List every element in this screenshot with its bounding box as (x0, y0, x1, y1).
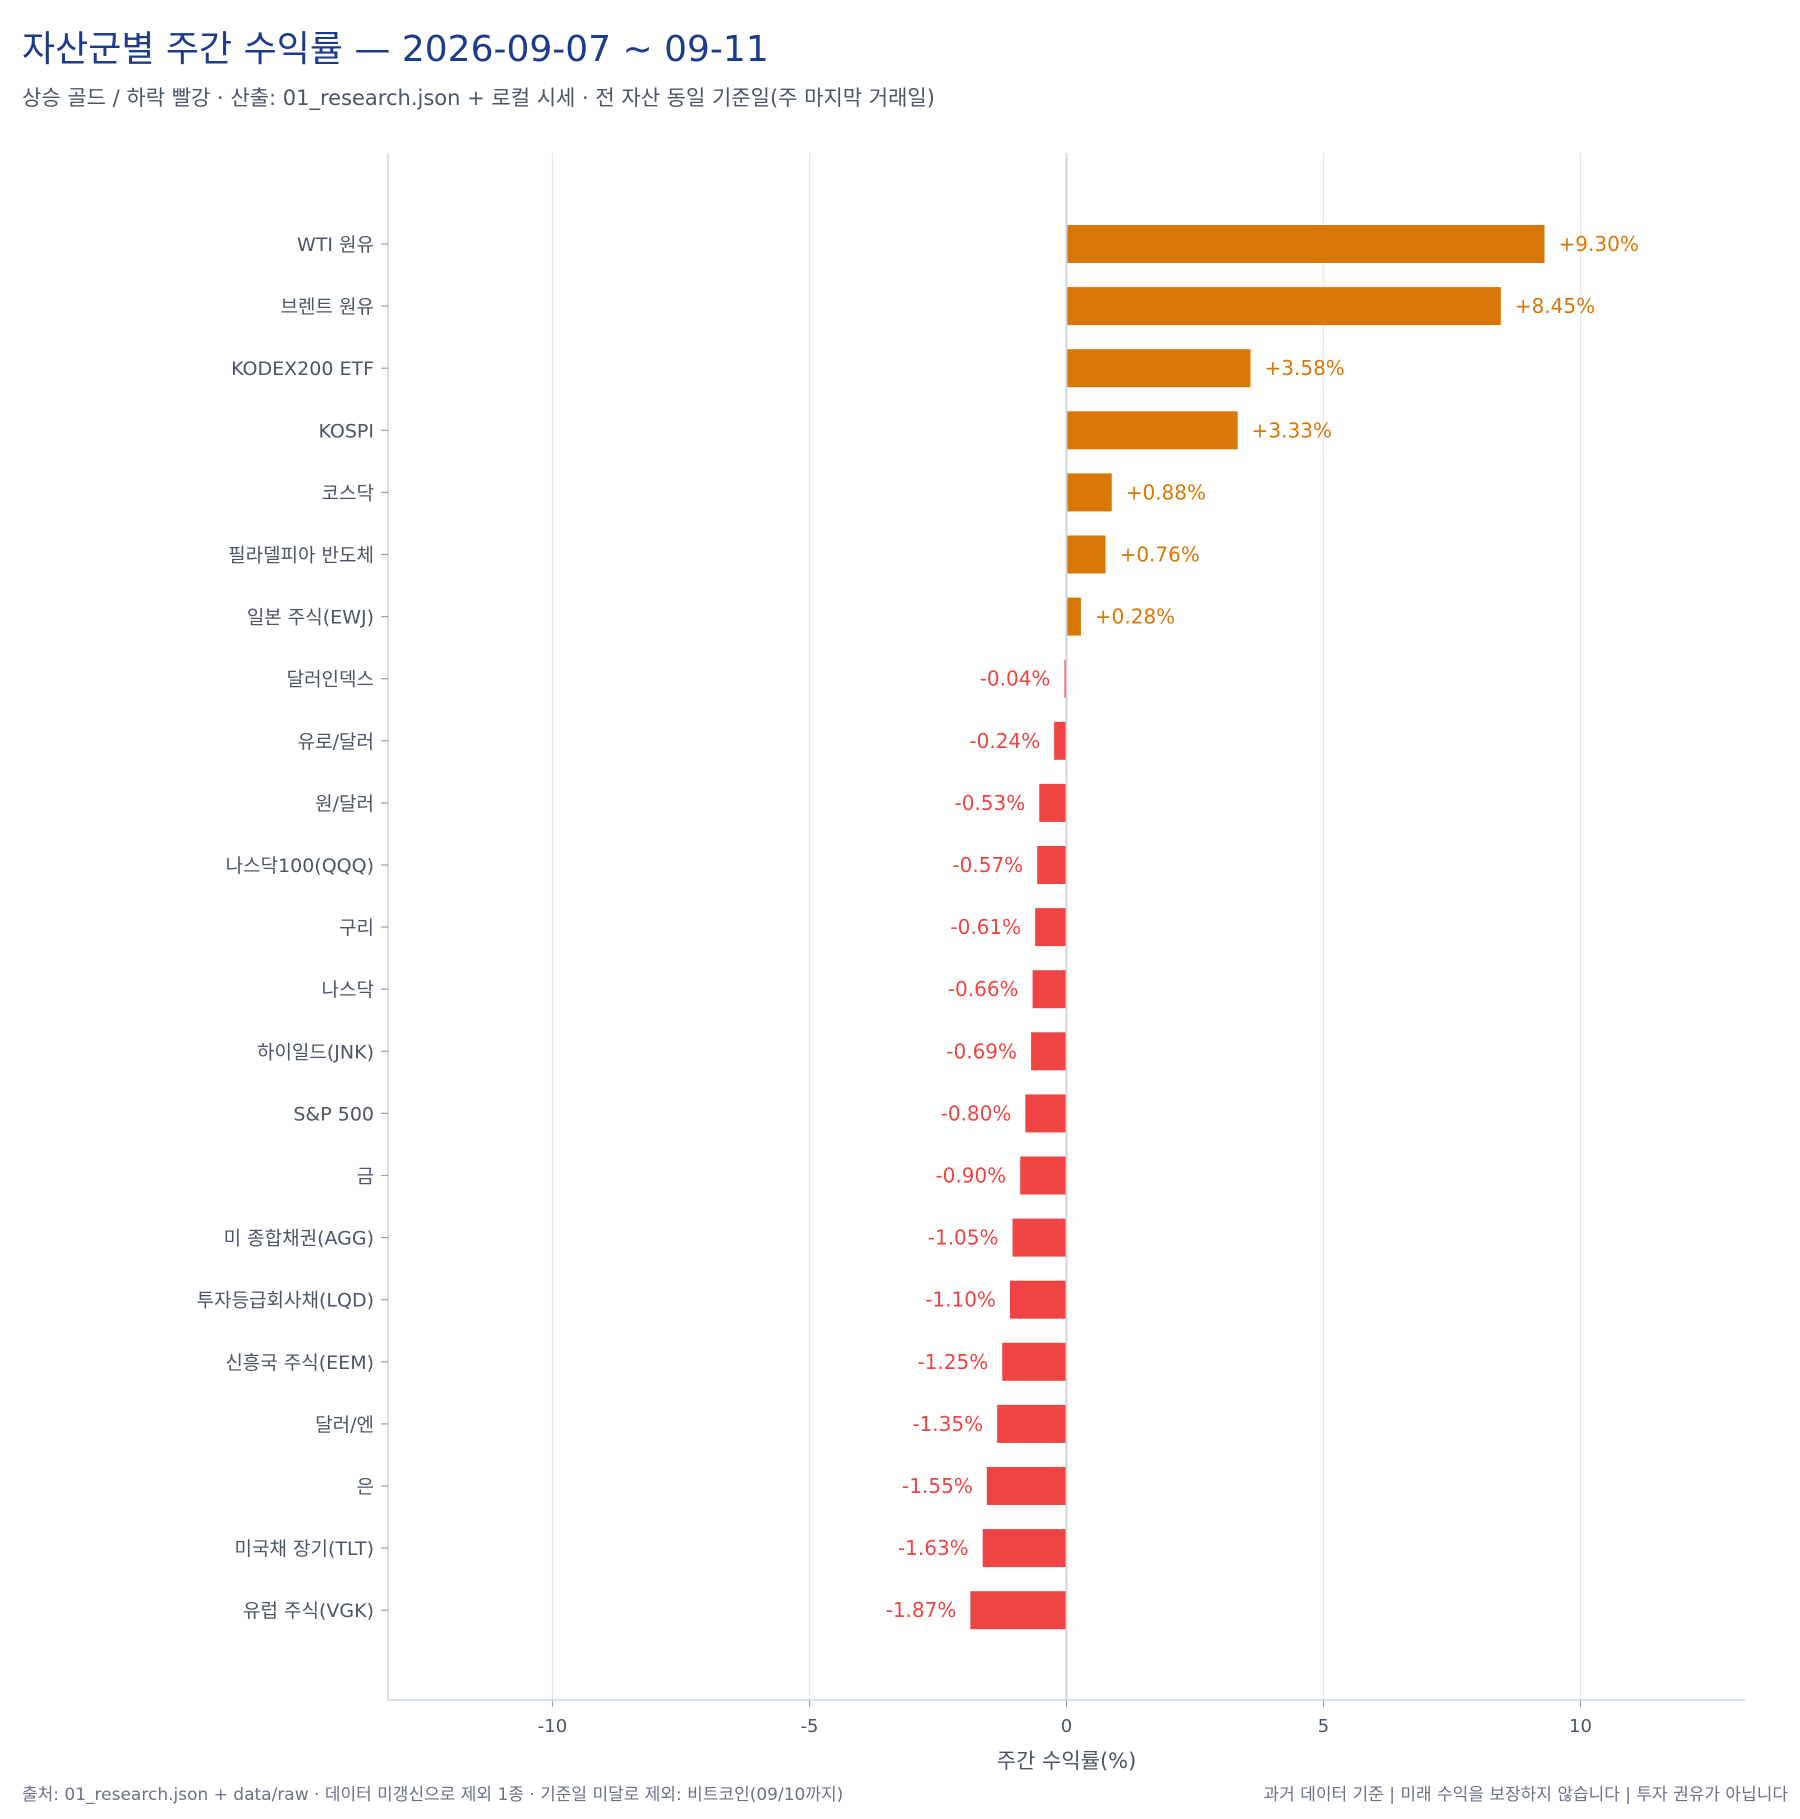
value-label: -1.25% (917, 1350, 988, 1374)
category-label: WTI 원유 (297, 234, 374, 256)
footer-source: 출처: 01_research.json + data/raw · 데이터 미갱… (22, 1785, 844, 1805)
category-label: 코스닥 (322, 482, 374, 504)
value-label: -0.66% (948, 977, 1019, 1001)
category-label: 달러인덱스 (287, 669, 374, 691)
x-tick-label: -5 (801, 1716, 819, 1737)
bar (982, 1529, 1067, 1568)
bar (1066, 349, 1251, 388)
bar (1032, 970, 1067, 1009)
chart-title: 자산군별 주간 수익률 — 2026-09-07 ~ 09-11 (22, 29, 769, 70)
category-label: 원/달러 (315, 793, 374, 815)
category-label: 나스닥100(QQQ) (226, 855, 374, 877)
category-label: 나스닥 (322, 979, 374, 1001)
value-label: +9.30% (1559, 232, 1639, 256)
category-label: 유로/달러 (298, 731, 374, 753)
bar (1054, 721, 1067, 760)
category-label: 신흥국 주식(EEM) (225, 1352, 374, 1374)
value-label: +3.58% (1265, 356, 1345, 380)
bar (1025, 1094, 1067, 1133)
bar (986, 1467, 1067, 1505)
category-label: 미 종합채권(AGG) (224, 1228, 374, 1250)
value-label: -1.05% (928, 1226, 999, 1250)
grid-lines (551, 153, 1582, 1700)
x-tick-label: 0 (1061, 1716, 1072, 1737)
value-label: -0.69% (946, 1039, 1017, 1063)
bar (1039, 783, 1067, 822)
bar (1066, 287, 1501, 326)
bar (1066, 597, 1081, 636)
value-label: -1.35% (912, 1412, 983, 1436)
bar (1064, 659, 1067, 698)
value-label: -1.87% (886, 1598, 957, 1622)
category-label: KOSPI (319, 420, 375, 442)
value-label: -0.24% (969, 729, 1040, 753)
bar (1066, 225, 1545, 263)
category-label: 하이일드(JNK) (257, 1041, 374, 1063)
bar (1031, 1032, 1067, 1071)
value-label: -1.10% (925, 1288, 996, 1312)
bar (1035, 908, 1067, 947)
bar (1002, 1342, 1067, 1381)
bar (1066, 473, 1112, 512)
category-label: 유럽 주식(VGK) (243, 1600, 374, 1622)
bar (1009, 1280, 1067, 1319)
x-tick-label: 10 (1569, 1716, 1592, 1737)
bars (970, 225, 1545, 1630)
category-label: 구리 (339, 917, 374, 939)
x-tick-label: 5 (1318, 1716, 1329, 1737)
value-label: -1.55% (902, 1474, 973, 1498)
bar (997, 1404, 1067, 1443)
value-label: +0.76% (1120, 543, 1200, 567)
value-label: +0.28% (1095, 605, 1175, 629)
value-label: -0.80% (941, 1101, 1012, 1125)
value-label: +3.33% (1252, 418, 1332, 442)
category-label: 달러/엔 (315, 1414, 374, 1436)
value-label: -1.63% (898, 1536, 969, 1560)
bar (1037, 846, 1067, 884)
labels: -10 -5 0 5 10 WTI 원유 +9.30% 브렌트 원유 +8.45% KODEX20… (197, 232, 1639, 1737)
value-label: -0.61% (950, 915, 1021, 939)
category-label: 투자등급회사채(LQD) (197, 1290, 374, 1312)
value-label: +8.45% (1515, 294, 1595, 318)
value-label: -0.90% (935, 1164, 1006, 1188)
category-label: 일본 주식(EWJ) (247, 607, 374, 629)
category-label: S&P 500 (293, 1103, 374, 1125)
category-label: 은 (357, 1476, 374, 1498)
bar (1012, 1218, 1067, 1257)
chart-subtitle: 상승 골드 / 하락 빨강 · 산출: 01_research.json + 로… (22, 86, 935, 110)
category-label: 브렌트 원유 (281, 296, 374, 318)
category-label: 필라델피아 반도체 (228, 545, 374, 567)
bar (1020, 1156, 1067, 1195)
value-label: -0.57% (952, 853, 1023, 877)
bar (1066, 535, 1106, 574)
bar (1066, 411, 1238, 450)
category-label: 금 (357, 1166, 374, 1188)
value-label: -0.53% (954, 791, 1025, 815)
category-label: 미국채 장기(TLT) (235, 1538, 374, 1560)
x-axis-title: 주간 수익률(%) (997, 1749, 1137, 1773)
category-label: KODEX200 ETF (231, 358, 374, 380)
axes (381, 153, 1745, 1707)
x-tick-label: -10 (538, 1716, 567, 1737)
value-label: +0.88% (1126, 480, 1206, 504)
bar (970, 1591, 1067, 1630)
footer-disclaimer: 과거 데이터 기준 | 미래 수익을 보장하지 않습니다 | 투자 권유가 아닙… (1263, 1785, 1788, 1805)
value-label: -0.04% (980, 667, 1051, 691)
